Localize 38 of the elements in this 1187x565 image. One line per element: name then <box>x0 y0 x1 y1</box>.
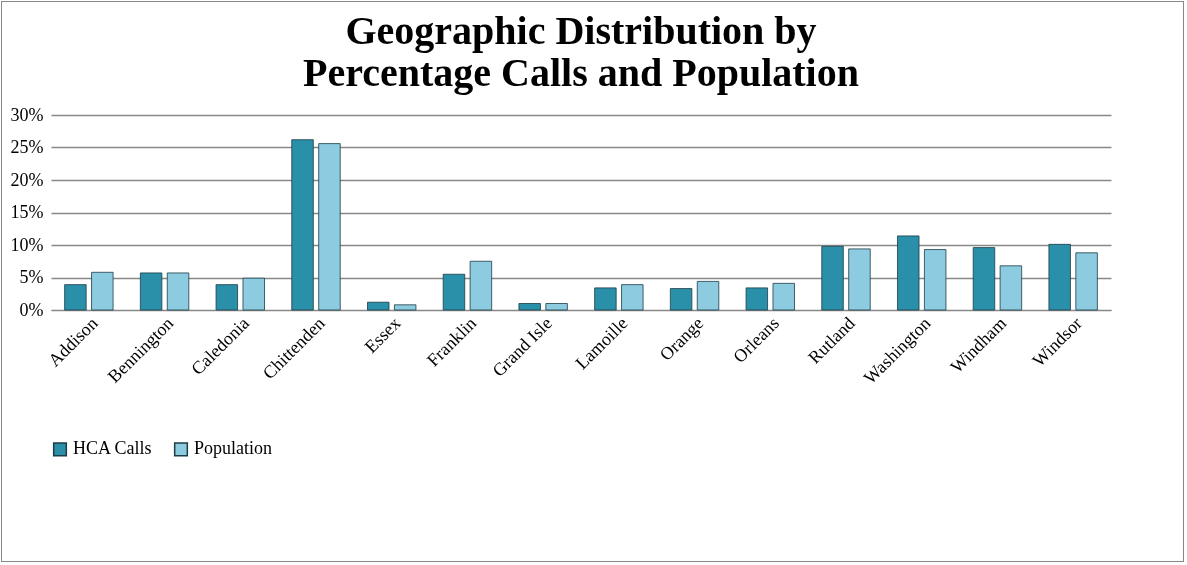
bar <box>215 284 238 311</box>
y-tick-label: 10% <box>10 234 44 255</box>
bar <box>442 273 466 311</box>
bar <box>318 143 341 311</box>
y-tick-label: 0% <box>19 299 44 320</box>
bar <box>999 265 1023 311</box>
bar <box>394 304 417 311</box>
legend-label: HCA Calls <box>73 438 152 459</box>
bar <box>242 277 265 311</box>
bar <box>367 301 390 311</box>
legend-label: Population <box>194 438 273 459</box>
bar <box>1048 243 1071 311</box>
bar <box>518 303 541 311</box>
bar <box>669 288 693 311</box>
bar <box>1075 252 1098 311</box>
chart-title: Geographic Distribution by Percentage Calls and Population <box>303 8 859 95</box>
bar <box>897 235 920 311</box>
bar <box>848 248 871 311</box>
bar <box>291 139 314 311</box>
bar <box>972 247 996 311</box>
bar <box>166 272 190 311</box>
bar <box>621 284 644 311</box>
bar <box>469 260 493 311</box>
bar <box>64 284 87 311</box>
y-tick-label: 20% <box>10 169 44 190</box>
bar <box>91 271 114 311</box>
y-tick-label: 15% <box>10 202 44 222</box>
bar <box>772 282 795 311</box>
bar <box>545 303 568 311</box>
bar <box>821 245 844 311</box>
y-tick-label: 5% <box>19 267 44 287</box>
y-tick-label: 25% <box>10 137 44 157</box>
y-tick-label: 30% <box>10 104 44 125</box>
bar <box>924 249 947 311</box>
bar <box>594 287 617 311</box>
bar <box>139 272 163 311</box>
bar <box>745 287 768 311</box>
bar <box>696 281 720 311</box>
